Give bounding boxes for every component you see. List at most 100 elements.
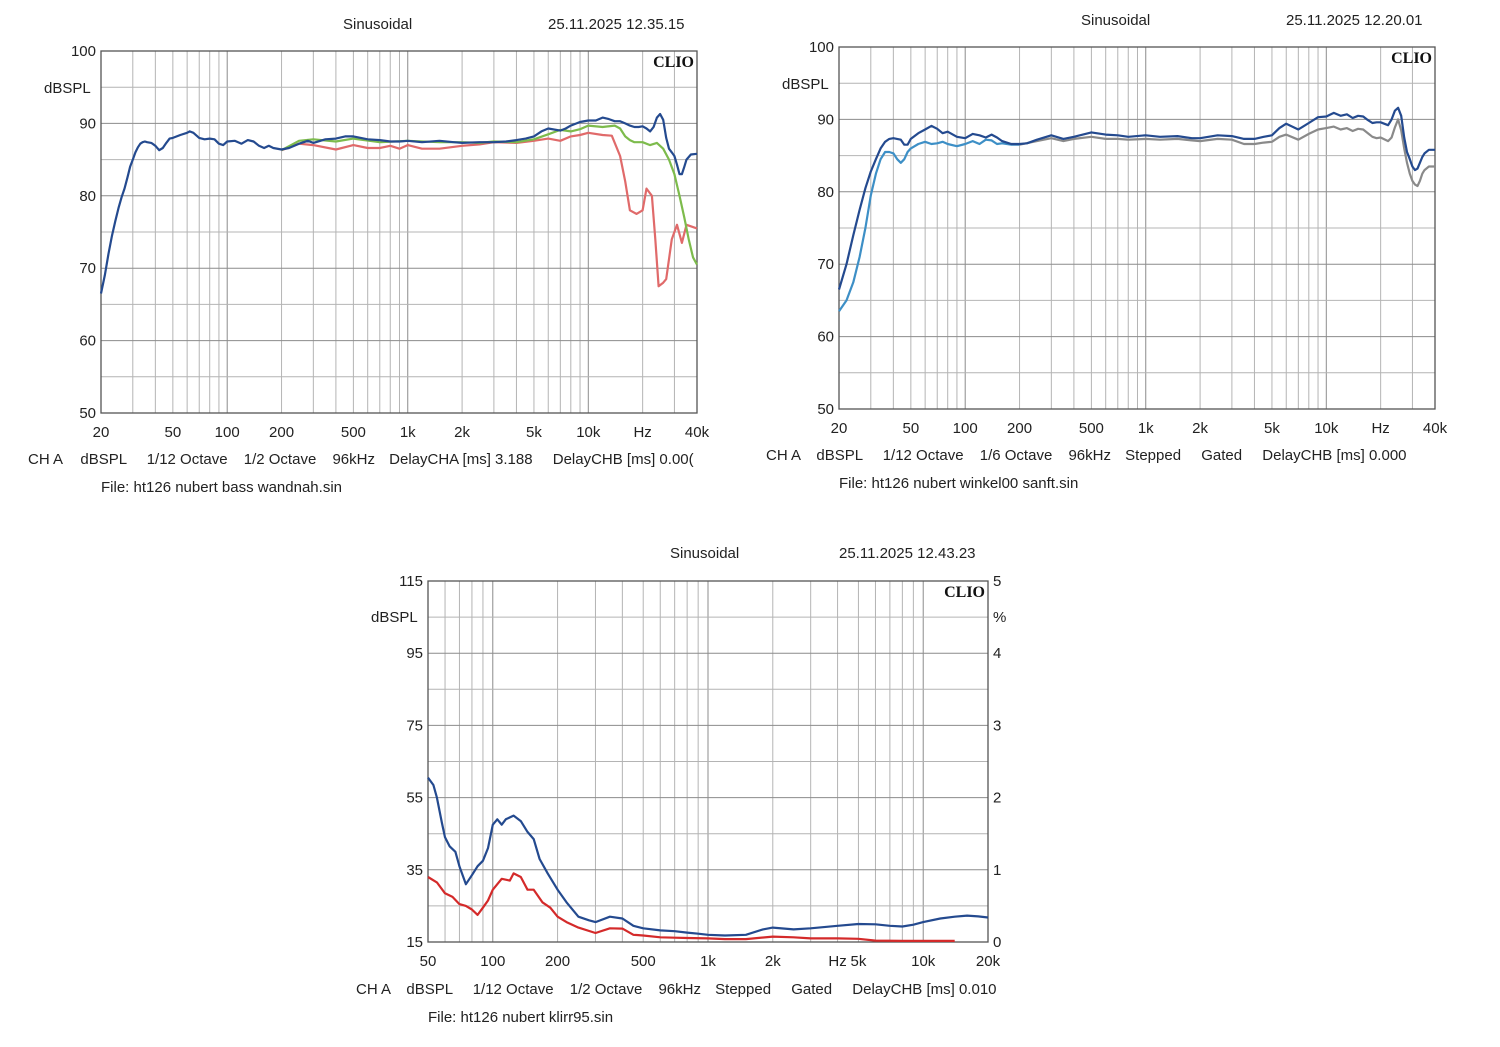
x-tick-label: 10k xyxy=(911,953,936,970)
y-tick-label: 75 xyxy=(406,717,423,734)
x-tick-label: 10k xyxy=(1314,420,1339,437)
x-tick-label: 100 xyxy=(953,420,978,437)
chart-2-info-line: CH A dBSPL 1/12 Octave 1/6 Octave 96kHz … xyxy=(766,447,1407,464)
info-mode: Stepped xyxy=(715,981,772,998)
info-smoothing: 1/6 Octave xyxy=(979,447,1053,464)
brand-logo: CLIO xyxy=(944,584,985,601)
y2-tick-label: 0 xyxy=(993,934,1001,951)
info-channel: CH A xyxy=(356,981,391,998)
y2-tick-label: 2 xyxy=(993,790,1001,807)
info-gating: Gated xyxy=(791,981,833,998)
chart-3-info-line: CH A dBSPL 1/12 Octave 1/2 Octave 96kHz … xyxy=(356,981,997,998)
y2-tick-label: 3 xyxy=(993,717,1001,734)
x-tick-label: 20 xyxy=(831,420,848,437)
x-tick-label: 1k xyxy=(700,953,716,970)
info-gating: Gated xyxy=(1201,447,1243,464)
y-tick-label: 15 xyxy=(406,934,423,951)
info-unit: dBSPL xyxy=(406,981,453,998)
x-tick-label: 500 xyxy=(341,424,366,441)
grid xyxy=(839,47,1435,409)
chart-3-svg: Sinusoidal 25.11.2025 12.43.2311595755535… xyxy=(371,545,1006,970)
x-tick-label: 1k xyxy=(400,424,416,441)
y-axis-label: dBSPL xyxy=(782,76,829,93)
y-tick-label: 95 xyxy=(406,645,423,662)
y-tick-label: 100 xyxy=(71,43,96,60)
info-resolution: 1/12 Octave xyxy=(472,981,554,998)
x-tick-label: 50 xyxy=(903,420,920,437)
x-tick-label: 5k xyxy=(851,953,867,970)
x-tick-label: 5k xyxy=(526,424,542,441)
y-tick-label: 80 xyxy=(817,184,834,201)
chart-title: Sinusoidal xyxy=(343,16,412,33)
y-tick-label: 70 xyxy=(817,256,834,273)
info-delay-chb: DelayCHB [ms] 0.00( xyxy=(552,451,694,468)
y-tick-label: 50 xyxy=(817,401,834,418)
y-tick-label: 50 xyxy=(79,405,96,422)
x-tick-label: Hz xyxy=(828,953,846,970)
chart-1-svg: Sinusoidal 25.11.2025 12.35.15 100 90 80 70 60… xyxy=(44,16,710,441)
series-line-red xyxy=(281,131,698,288)
series-line-blue xyxy=(99,112,698,294)
x-tick-label: 40k xyxy=(1423,420,1448,437)
chart-3-file: File: ht126 nubert klirr95.sin xyxy=(428,1009,614,1026)
y-tick-label: 115 xyxy=(399,573,423,590)
info-delay-chb: DelayCHB [ms] 0.000 xyxy=(1262,447,1407,464)
x-tick-label: 20 xyxy=(93,424,110,441)
info-samplerate: 96kHz xyxy=(332,451,375,468)
series-line-gray xyxy=(1019,118,1435,188)
chart-title: Sinusoidal xyxy=(670,545,739,562)
y-tick-label: 70 xyxy=(79,260,96,277)
y-axis-label: dBSPL xyxy=(371,609,418,626)
x-tick-label: Hz xyxy=(633,424,651,441)
y-tick-label: 90 xyxy=(817,111,834,128)
x-tick-label: 50 xyxy=(420,953,437,970)
x-tick-label: 1k xyxy=(1138,420,1154,437)
x-tick-label: 5k xyxy=(1264,420,1280,437)
series-line-red xyxy=(427,872,955,942)
plot-frame xyxy=(838,46,1436,410)
y-axis-label: dBSPL xyxy=(44,80,91,97)
series-line-teal xyxy=(838,138,1020,312)
info-mode: Stepped xyxy=(1125,447,1182,464)
series-line-blue xyxy=(427,777,989,937)
x-tick-label: 200 xyxy=(1007,420,1032,437)
grid xyxy=(428,581,988,942)
plot-frame xyxy=(100,50,698,414)
chart-timestamp: 25.11.2025 12.20.01 xyxy=(1286,12,1423,29)
y2-tick-label: 4 xyxy=(993,645,1001,662)
info-samplerate: 96kHz xyxy=(1068,447,1111,464)
info-samplerate: 96kHz xyxy=(658,981,701,998)
info-delay-chb: DelayCHB [ms] 0.010 xyxy=(852,981,997,998)
x-tick-label: 2k xyxy=(765,953,781,970)
y2-axis-label: % xyxy=(993,609,1006,626)
x-tick-label: 100 xyxy=(480,953,505,970)
info-channel: CH A xyxy=(766,447,801,464)
info-resolution: 1/12 Octave xyxy=(146,451,228,468)
x-tick-label: 40k xyxy=(685,424,710,441)
series-line-blue xyxy=(837,106,1435,290)
x-tick-label: 500 xyxy=(631,953,656,970)
chart-1-file: File: ht126 nubert bass wandnah.sin xyxy=(101,479,342,496)
chart-1-info-line: CH A dBSPL 1/12 Octave 1/2 Octave 96kHz … xyxy=(28,451,694,468)
plot-frame xyxy=(427,580,989,943)
brand-logo: CLIO xyxy=(653,54,694,71)
info-smoothing: 1/2 Octave xyxy=(569,981,643,998)
brand-logo: CLIO xyxy=(1391,50,1432,67)
info-resolution: 1/12 Octave xyxy=(882,447,964,464)
info-unit: dBSPL xyxy=(80,451,127,468)
grid xyxy=(101,51,697,413)
chart-title: Sinusoidal xyxy=(1081,12,1150,29)
y-tick-label: 80 xyxy=(79,188,96,205)
x-tick-label: 2k xyxy=(1192,420,1208,437)
info-channel: CH A xyxy=(28,451,63,468)
chart-2-file: File: ht126 nubert winkel00 sanft.sin xyxy=(839,475,1079,492)
y-tick-label: 100 xyxy=(809,39,834,56)
chart-2-svg: Sinusoidal 25.11.2025 12.20.01 100 90 80 70 60… xyxy=(782,12,1448,437)
y2-tick-label: 5 xyxy=(993,573,1001,590)
y-tick-label: 35 xyxy=(406,862,423,879)
x-tick-label: 20k xyxy=(976,953,1001,970)
x-tick-label: 50 xyxy=(165,424,182,441)
x-tick-label: 200 xyxy=(545,953,570,970)
x-tick-label: 2k xyxy=(454,424,470,441)
x-tick-label: 500 xyxy=(1079,420,1104,437)
